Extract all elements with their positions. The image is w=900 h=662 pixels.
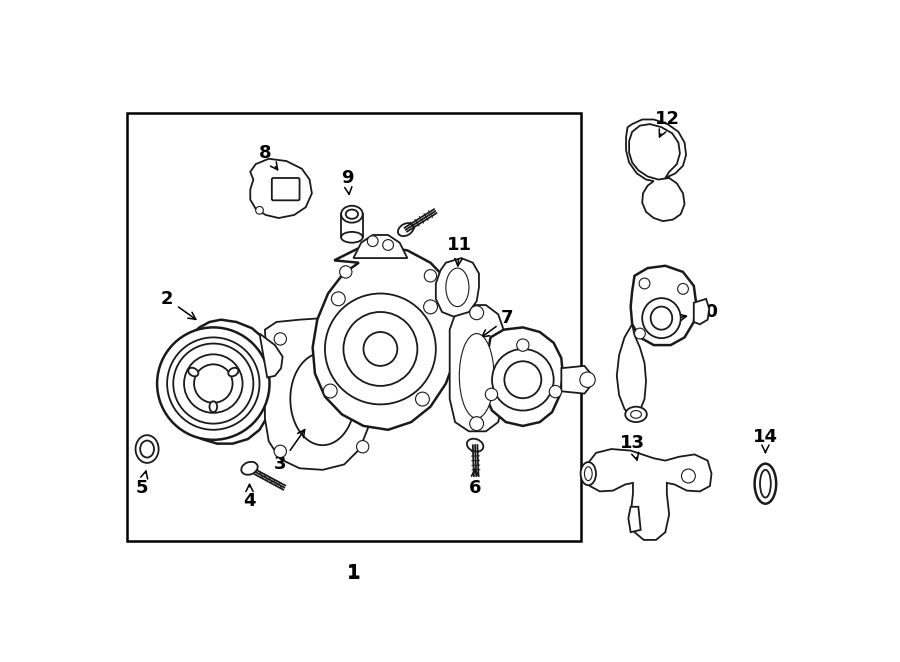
Circle shape [681, 469, 696, 483]
Polygon shape [291, 353, 355, 445]
Ellipse shape [754, 463, 776, 504]
Circle shape [382, 240, 393, 250]
Text: 5: 5 [135, 471, 148, 496]
Ellipse shape [651, 307, 672, 330]
Text: 9: 9 [341, 169, 354, 195]
Text: 8: 8 [258, 144, 277, 169]
Circle shape [174, 344, 254, 424]
Ellipse shape [341, 206, 363, 222]
Circle shape [325, 293, 436, 404]
Text: 7: 7 [482, 309, 514, 337]
Polygon shape [631, 265, 696, 345]
Circle shape [167, 338, 259, 430]
Circle shape [184, 354, 243, 413]
Ellipse shape [643, 298, 680, 338]
Circle shape [323, 384, 338, 398]
Ellipse shape [346, 210, 358, 219]
Polygon shape [450, 305, 504, 432]
Circle shape [274, 445, 286, 457]
Ellipse shape [446, 268, 469, 307]
Polygon shape [628, 507, 641, 532]
Ellipse shape [584, 467, 592, 481]
Circle shape [331, 292, 346, 306]
Circle shape [158, 328, 269, 440]
Ellipse shape [626, 406, 647, 422]
Polygon shape [312, 246, 459, 430]
Circle shape [424, 300, 437, 314]
Ellipse shape [341, 232, 363, 243]
Circle shape [194, 364, 232, 403]
Text: 12: 12 [655, 111, 680, 137]
Text: 1: 1 [346, 563, 360, 582]
Ellipse shape [210, 401, 217, 412]
Circle shape [256, 207, 264, 214]
Ellipse shape [136, 435, 158, 463]
Polygon shape [259, 334, 283, 377]
Ellipse shape [188, 368, 198, 376]
Circle shape [416, 392, 429, 406]
Ellipse shape [140, 441, 154, 457]
Ellipse shape [398, 223, 414, 236]
Polygon shape [626, 119, 686, 221]
Polygon shape [354, 235, 408, 258]
Circle shape [424, 269, 436, 282]
Circle shape [678, 283, 688, 295]
Polygon shape [589, 449, 712, 540]
Circle shape [339, 265, 352, 278]
Ellipse shape [241, 462, 257, 475]
Circle shape [470, 306, 483, 320]
Polygon shape [250, 159, 312, 218]
Circle shape [274, 333, 286, 345]
Polygon shape [174, 320, 276, 444]
Ellipse shape [467, 439, 483, 451]
Circle shape [549, 385, 562, 398]
Circle shape [634, 328, 645, 339]
Polygon shape [482, 328, 562, 426]
Text: 3: 3 [274, 430, 305, 473]
Circle shape [639, 278, 650, 289]
Ellipse shape [459, 334, 494, 418]
Circle shape [492, 349, 554, 410]
Circle shape [580, 372, 595, 387]
Polygon shape [562, 366, 590, 394]
Circle shape [517, 339, 529, 352]
Circle shape [364, 332, 397, 366]
FancyBboxPatch shape [272, 178, 300, 201]
Circle shape [470, 416, 483, 430]
Ellipse shape [229, 368, 238, 376]
Circle shape [504, 361, 541, 399]
Polygon shape [616, 324, 646, 418]
Polygon shape [694, 299, 709, 324]
Ellipse shape [760, 470, 770, 498]
Text: 13: 13 [620, 434, 644, 460]
Polygon shape [265, 318, 376, 470]
Text: 2: 2 [161, 290, 196, 319]
Ellipse shape [631, 410, 642, 418]
Text: 10: 10 [679, 303, 718, 321]
Text: 1: 1 [346, 564, 360, 583]
Circle shape [485, 388, 498, 401]
Circle shape [356, 338, 369, 350]
Text: 6: 6 [469, 469, 482, 496]
Text: 11: 11 [447, 236, 473, 266]
Bar [127, 113, 581, 541]
Polygon shape [436, 258, 479, 316]
Text: 14: 14 [753, 428, 778, 453]
Circle shape [367, 236, 378, 246]
Circle shape [344, 312, 418, 386]
Ellipse shape [580, 462, 596, 485]
Text: 4: 4 [243, 485, 256, 510]
Circle shape [356, 441, 369, 453]
